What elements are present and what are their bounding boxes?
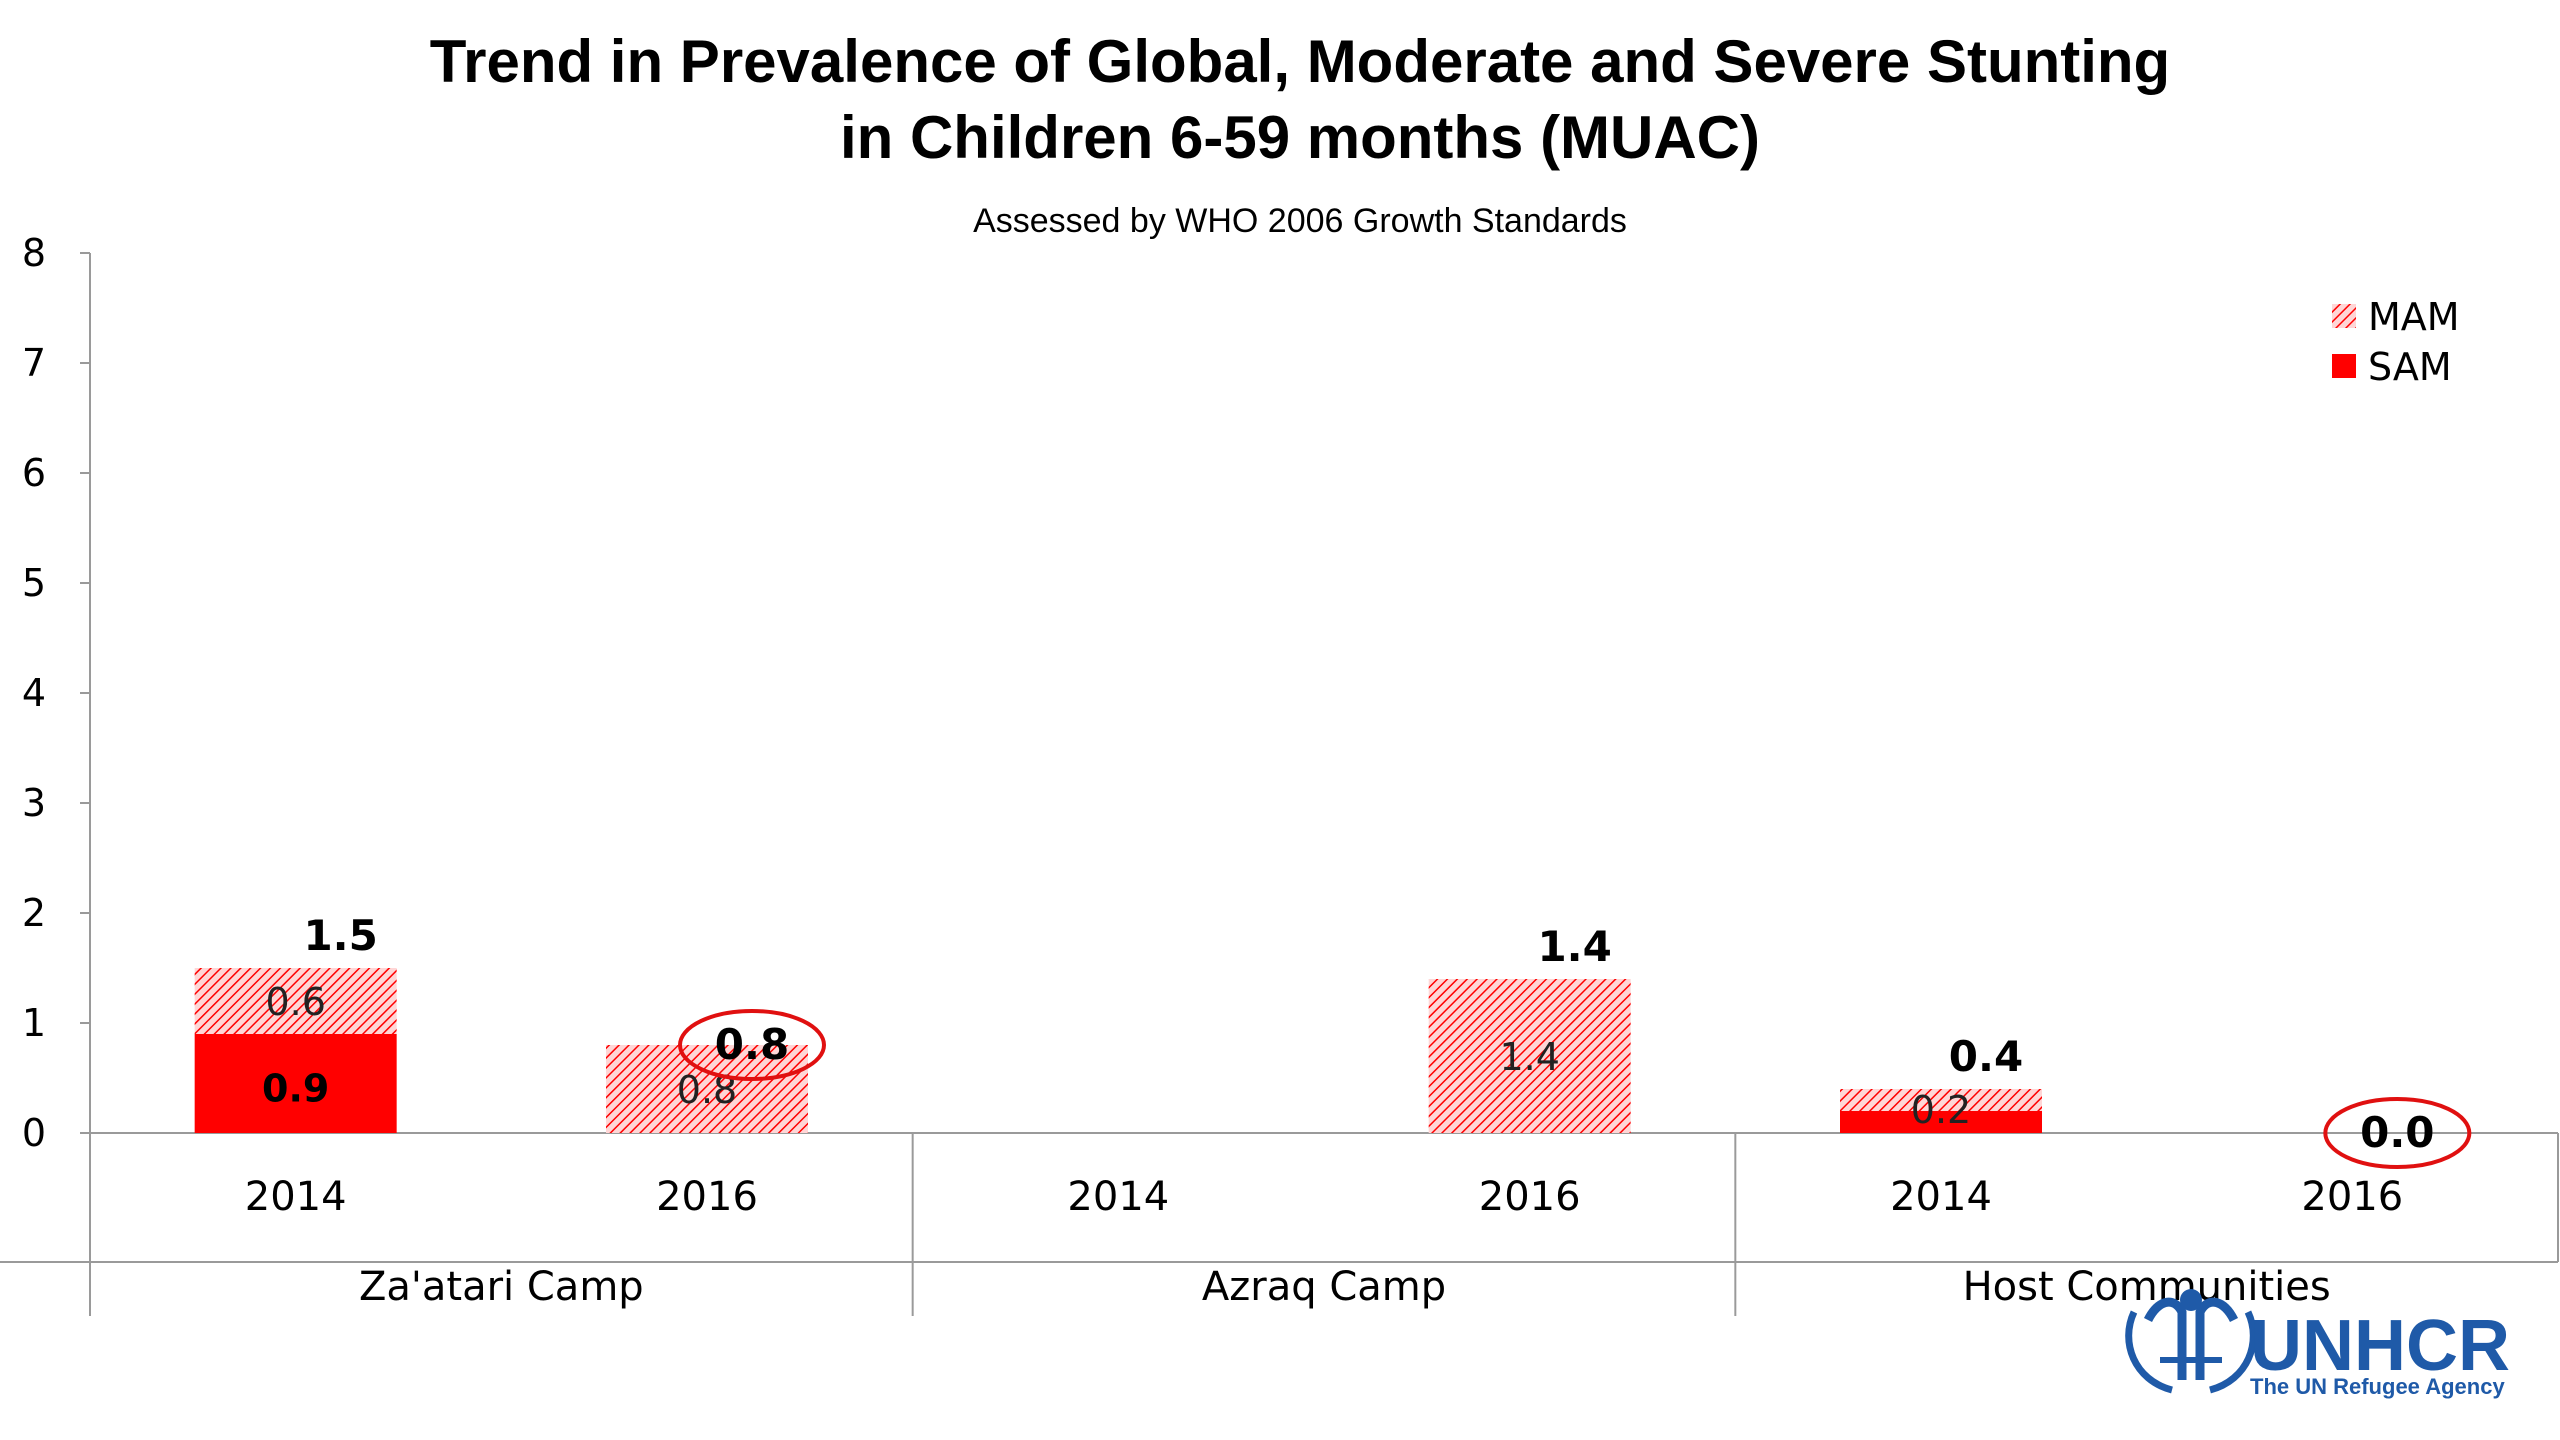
highlight-circle <box>2323 1097 2472 1169</box>
chart-title-line-2: in Children 6-59 months (MUAC) <box>840 104 1760 171</box>
y-tick-label: 8 <box>22 231 46 275</box>
x-category-label: 2016 <box>2301 1174 2403 1220</box>
bar-mam <box>1840 1089 2042 1111</box>
x-group-label: Azraq Camp <box>1202 1264 1446 1310</box>
bar-total-label: 0.4 <box>1949 1032 2023 1081</box>
bar-mam <box>606 1045 808 1133</box>
chart-subtitle: Assessed by WHO 2006 Growth Standards <box>973 202 1627 240</box>
x-category-label: 2014 <box>1890 1174 1992 1220</box>
legend-label-mam: MAM <box>2368 295 2460 339</box>
unhcr-logo: UNHCR The UN Refugee Agency <box>2125 1289 2510 1399</box>
bars <box>194 968 2042 1133</box>
bar-total-label: 1.4 <box>1537 922 1611 971</box>
bar-total-label: 0.0 <box>2360 1108 2434 1157</box>
bar-label-mam: 1.4 <box>1499 1035 1559 1079</box>
data-labels: 0.9 0.6 1.5 0.80.8 1.4 1.4 0.2 0.4 0.0 <box>262 911 2472 1169</box>
chart-title-line-1: Trend in Prevalence of Global, Moderate … <box>430 28 2170 95</box>
legend-swatch-mam <box>2332 304 2356 328</box>
y-tick-label: 0 <box>22 1111 46 1155</box>
x-group-label: Host Communities <box>1963 1264 2331 1310</box>
x-category-label: 2016 <box>1479 1174 1581 1220</box>
y-tick-label: 1 <box>22 1001 46 1045</box>
bar-mam <box>194 968 397 1034</box>
bar-sam <box>1840 1111 2042 1133</box>
legend: MAM SAM <box>2332 295 2460 389</box>
bar-total-label: 1.5 <box>303 911 377 960</box>
x-category-label: 2016 <box>656 1174 758 1220</box>
bar-total-label: 0.8 <box>715 1020 789 1069</box>
y-tick-label: 4 <box>22 671 46 715</box>
bar-label-mam: 0.8 <box>677 1068 737 1112</box>
bar-label-sam: 0.2 <box>1911 1088 1971 1132</box>
x-category-label: 2014 <box>1067 1174 1169 1220</box>
bar-sam <box>194 1034 397 1133</box>
legend-swatch-sam <box>2332 354 2356 378</box>
axes: 0 1 2 3 4 5 6 7 8 2014 2016 2014 2016 2014 2016 Za'atar… <box>0 231 2559 1316</box>
logo-wordmark: UNHCR <box>2250 1306 2510 1386</box>
x-category-label: 2014 <box>245 1174 347 1220</box>
logo-tagline: The UN Refugee Agency <box>2250 1374 2505 1399</box>
bar-label-mam: 0.6 <box>265 980 325 1024</box>
bar-label-sam: 0.9 <box>262 1067 329 1111</box>
unhcr-emblem-icon <box>2125 1289 2257 1394</box>
y-tick-label: 2 <box>22 891 46 935</box>
x-group-label: Za'atari Camp <box>359 1264 644 1310</box>
bar-mam <box>1428 979 1631 1133</box>
y-tick-label: 5 <box>22 561 46 605</box>
y-tick-label: 7 <box>22 341 46 385</box>
y-tick-label: 3 <box>22 781 46 825</box>
y-tick-label: 6 <box>22 451 46 495</box>
legend-label-sam: SAM <box>2368 345 2452 389</box>
highlight-circle <box>678 1009 826 1081</box>
